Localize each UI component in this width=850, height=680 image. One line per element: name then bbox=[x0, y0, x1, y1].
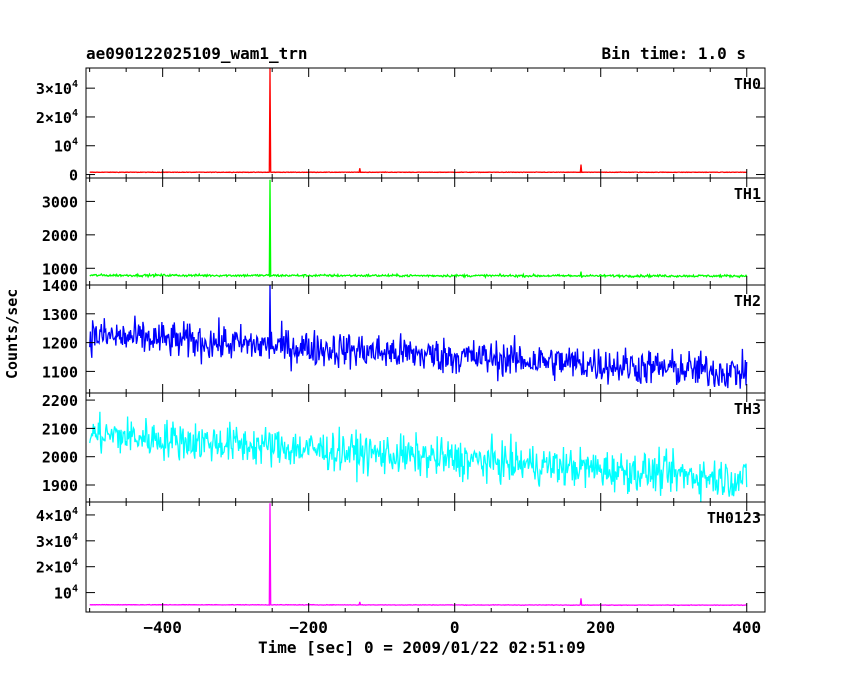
y-tick-label: 4×104 bbox=[36, 506, 78, 525]
panel-frame bbox=[85, 177, 766, 286]
series-th3 bbox=[89, 411, 748, 502]
y-axis-title: Counts/sec bbox=[3, 288, 21, 379]
x-tick-label: 400 bbox=[732, 618, 761, 637]
y-tick-label: 104 bbox=[54, 137, 78, 156]
panel-label: TH2 bbox=[734, 292, 761, 310]
series-th2 bbox=[89, 285, 748, 389]
y-tick-label: 2100 bbox=[42, 420, 78, 438]
panel-frame bbox=[85, 67, 766, 179]
x-tick-label: −400 bbox=[143, 618, 182, 637]
y-tick-label: 1200 bbox=[42, 335, 78, 353]
panel-label: TH1 bbox=[734, 185, 761, 203]
panel-label: TH0 bbox=[734, 75, 761, 93]
y-tick-label: 1400 bbox=[42, 277, 78, 295]
y-tick-label: 3000 bbox=[42, 193, 78, 211]
source-name: ae090122025109_wam1_trn bbox=[86, 44, 308, 63]
y-tick-label: 1900 bbox=[42, 477, 78, 495]
series-th0 bbox=[89, 68, 747, 174]
y-tick-label: 1000 bbox=[42, 260, 78, 278]
y-tick-label: 1300 bbox=[42, 306, 78, 324]
series-th0123 bbox=[89, 503, 747, 607]
y-tick-label: 2000 bbox=[42, 449, 78, 467]
x-tick-label: 200 bbox=[586, 618, 615, 637]
x-axis-title: Time [sec] 0 = 2009/01/22 02:51:09 bbox=[258, 638, 586, 657]
panel-label: TH0123 bbox=[707, 509, 761, 527]
series-th1 bbox=[89, 179, 748, 280]
y-tick-label: 3×104 bbox=[36, 532, 78, 551]
y-tick-label: 0 bbox=[69, 167, 78, 185]
x-tick-label: −200 bbox=[289, 618, 328, 637]
y-tick-label: 2200 bbox=[42, 392, 78, 410]
y-tick-label: 1100 bbox=[42, 363, 78, 381]
bin-time-label: Bin time: 1.0 s bbox=[601, 44, 747, 63]
y-tick-label: 2000 bbox=[42, 227, 78, 245]
y-tick-label: 2×104 bbox=[36, 558, 78, 577]
x-tick-label: 0 bbox=[450, 618, 460, 637]
y-tick-label: 2×104 bbox=[36, 108, 78, 127]
y-tick-label: 3×104 bbox=[36, 79, 78, 98]
y-tick-label: 104 bbox=[54, 584, 78, 603]
panel-label: TH3 bbox=[734, 400, 761, 418]
panel-frame bbox=[85, 501, 766, 613]
